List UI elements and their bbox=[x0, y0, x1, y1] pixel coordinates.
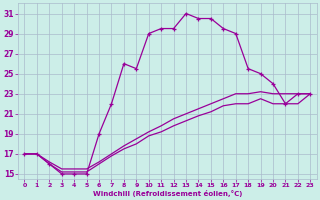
X-axis label: Windchill (Refroidissement éolien,°C): Windchill (Refroidissement éolien,°C) bbox=[93, 190, 242, 197]
